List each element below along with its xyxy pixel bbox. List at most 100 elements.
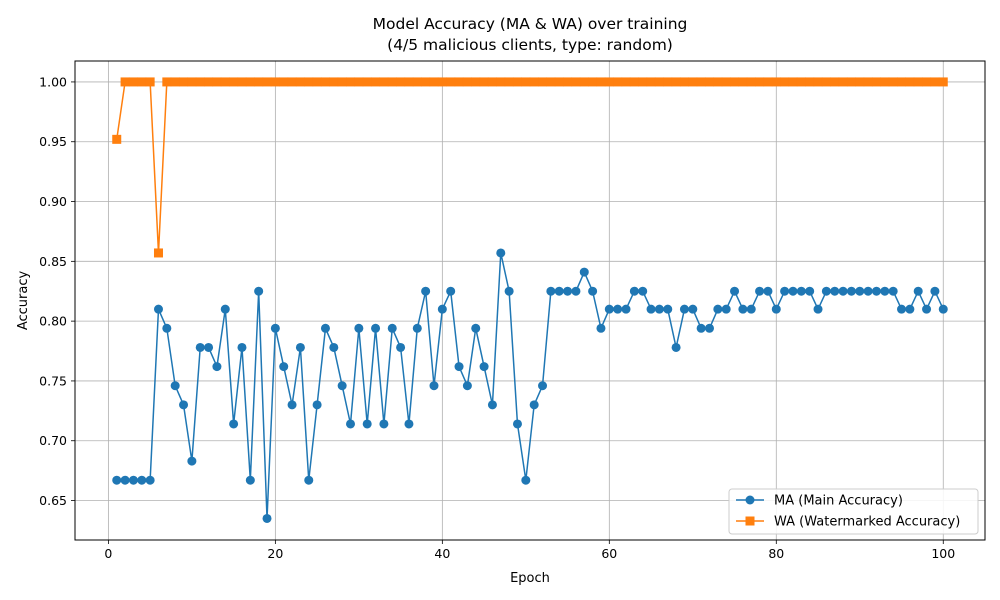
data-point-ma [220, 304, 230, 314]
data-point-ma [521, 475, 531, 485]
y-tick-label: 0.75 [39, 373, 67, 388]
data-point-wa [404, 77, 414, 87]
data-point-wa [588, 77, 598, 87]
ticks: 0 20 40 60 80 100 0.65 0.70 0.75 0.80 0.85 0.90 0.95… [39, 74, 955, 561]
data-point-wa [922, 77, 932, 87]
y-tick-label: 1.00 [39, 74, 67, 89]
x-tick-label: 0 [104, 546, 112, 561]
data-point-wa [688, 77, 698, 87]
data-point-wa [746, 77, 756, 87]
x-tick-label: 100 [931, 546, 955, 561]
data-point-wa [738, 77, 748, 87]
legend: MA (Main Accuracy) WA (Watermarked Accur… [728, 488, 979, 535]
data-point-ma [212, 362, 222, 372]
data-point-ma [471, 323, 481, 333]
data-point-ma [696, 323, 706, 333]
data-point-ma [621, 304, 631, 314]
data-point-ma [179, 400, 189, 410]
data-point-wa [521, 77, 531, 87]
data-point-ma [387, 323, 397, 333]
data-point-wa [170, 77, 180, 87]
data-point-wa [579, 77, 589, 87]
data-point-wa [755, 77, 765, 87]
data-point-ma [304, 475, 314, 485]
data-point-ma [346, 419, 356, 429]
y-tick-label: 0.85 [39, 254, 67, 269]
data-point-wa [204, 77, 214, 87]
data-point-ma [187, 456, 197, 466]
data-point-ma [571, 286, 581, 296]
data-point-wa [220, 77, 230, 87]
data-point-ma [629, 286, 639, 296]
data-point-ma [379, 419, 389, 429]
data-point-wa [262, 77, 272, 87]
data-point-wa [446, 77, 456, 87]
data-point-wa [788, 77, 798, 87]
data-point-wa [646, 77, 656, 87]
data-point-ma [796, 286, 806, 296]
data-point-wa [229, 77, 239, 87]
data-point-wa [897, 77, 907, 87]
data-point-wa [195, 77, 205, 87]
data-point-wa [254, 77, 264, 87]
y-tick-label: 0.95 [39, 134, 67, 149]
data-point-wa [212, 77, 222, 87]
data-point-wa [187, 77, 197, 87]
legend-marker-ma [745, 495, 755, 505]
data-point-ma [638, 286, 648, 296]
data-point-ma [688, 304, 698, 314]
data-point-wa [721, 77, 731, 87]
data-point-ma [646, 304, 656, 314]
data-point-wa [454, 77, 464, 87]
data-point-ma [429, 381, 439, 391]
data-point-ma [671, 342, 681, 352]
data-point-ma [170, 381, 180, 391]
data-point-ma [771, 304, 781, 314]
data-point-wa [329, 77, 339, 87]
data-point-wa [379, 77, 389, 87]
data-point-ma [204, 342, 214, 352]
data-point-ma [454, 362, 464, 372]
data-point-wa [613, 77, 623, 87]
data-point-ma [245, 475, 255, 485]
data-point-wa [496, 77, 506, 87]
data-point-wa [913, 77, 923, 87]
data-point-wa [529, 77, 539, 87]
data-point-ma [738, 304, 748, 314]
legend-box [728, 488, 979, 535]
data-point-wa [396, 77, 406, 87]
data-point-wa [780, 77, 790, 87]
data-point-ma [888, 286, 898, 296]
data-point-ma [838, 286, 848, 296]
data-point-ma [922, 304, 932, 314]
chart-title: Model Accuracy (MA & WA) over training [373, 15, 688, 33]
data-point-ma [437, 304, 447, 314]
data-point-ma [713, 304, 723, 314]
data-point-wa [888, 77, 898, 87]
data-point-wa [437, 77, 447, 87]
data-point-wa [863, 77, 873, 87]
data-point-ma [237, 342, 247, 352]
data-point-wa [354, 77, 364, 87]
data-point-wa [604, 77, 614, 87]
x-tick-label: 20 [267, 546, 283, 561]
data-point-ma [746, 304, 756, 314]
data-point-wa [287, 77, 297, 87]
data-point-wa [270, 77, 280, 87]
data-point-wa [387, 77, 397, 87]
data-point-ma [788, 286, 798, 296]
data-point-wa [596, 77, 606, 87]
data-point-ma [504, 286, 514, 296]
y-tick-label: 0.90 [39, 194, 67, 209]
data-point-ma [913, 286, 923, 296]
data-point-ma [145, 475, 155, 485]
data-point-wa [771, 77, 781, 87]
data-point-wa [462, 77, 472, 87]
data-point-ma [295, 342, 305, 352]
data-point-wa [479, 77, 489, 87]
data-point-wa [846, 77, 856, 87]
data-point-ma [613, 304, 623, 314]
data-point-wa [137, 77, 147, 87]
data-point-wa [679, 77, 689, 87]
